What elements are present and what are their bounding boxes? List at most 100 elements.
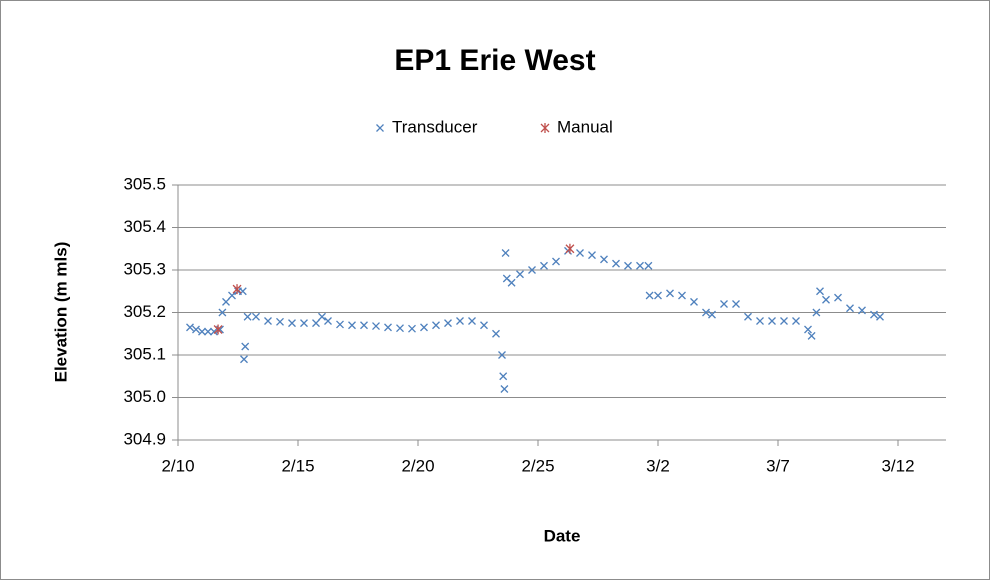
data-point: [654, 291, 662, 300]
data-point: [324, 317, 332, 325]
data-point: [702, 308, 710, 317]
data-point: [678, 291, 686, 300]
data-point: [792, 317, 800, 325]
data-point: [834, 293, 842, 302]
data-point: [540, 261, 548, 270]
data-point: [408, 324, 416, 333]
data-point: [624, 261, 632, 270]
x-tick-label: 3/12: [881, 456, 914, 475]
x-tick-label: 3/7: [766, 456, 790, 475]
data-point: [210, 327, 218, 336]
data-point: [420, 323, 428, 332]
data-point: [768, 317, 776, 325]
y-tick-label: 305.3: [123, 259, 166, 278]
y-tick-label: 304.9: [123, 429, 166, 448]
legend-marker: [540, 123, 550, 133]
data-point: [243, 312, 252, 321]
data-point: [204, 327, 212, 336]
data-point: [600, 255, 608, 264]
data-point: [264, 317, 272, 325]
data-point: [186, 323, 194, 332]
data-point: [213, 324, 223, 335]
x-tick-label: 3/2: [646, 456, 670, 475]
data-point: [232, 284, 242, 295]
x-axis-label: Date: [544, 526, 581, 545]
data-point: [241, 342, 250, 351]
data-point: [876, 312, 884, 321]
y-tick-label: 305.4: [123, 217, 166, 236]
data-point: [372, 322, 380, 331]
data-point: [588, 251, 596, 260]
x-tick-label: 2/15: [281, 456, 314, 475]
data-point: [816, 287, 824, 296]
chart-title: EP1 Erie West: [394, 44, 595, 77]
y-axis-label: Elevation (m mls): [51, 242, 70, 383]
data-point: [192, 325, 200, 334]
data-point: [720, 300, 728, 308]
data-point: [846, 304, 854, 313]
data-point: [690, 297, 698, 306]
data-point: [870, 310, 878, 319]
data-point: [858, 306, 866, 315]
data-point: [636, 261, 644, 270]
x-tick-label: 2/10: [161, 456, 194, 475]
data-point: [807, 331, 816, 340]
data-point: [744, 312, 752, 321]
data-point: [708, 310, 716, 319]
data-point: [218, 308, 227, 317]
legend-label: Transducer: [392, 117, 478, 136]
data-point: [492, 329, 500, 338]
x-tick-label: 2/25: [521, 456, 554, 475]
data-point: [552, 257, 560, 266]
data-point: [276, 317, 284, 326]
data-point: [432, 321, 440, 330]
data-point: [360, 321, 368, 330]
data-point: [644, 261, 653, 270]
data-point: [456, 317, 464, 325]
data-point: [756, 317, 764, 325]
data-point: [499, 372, 508, 381]
data-point: [336, 320, 344, 329]
data-point: [288, 319, 296, 328]
data-point: [240, 355, 248, 364]
y-tick-label: 305.1: [123, 344, 166, 363]
data-point: [576, 249, 584, 257]
data-point: [498, 351, 506, 359]
data-point: [822, 295, 830, 304]
data-point: [222, 297, 230, 306]
data-point: [666, 289, 674, 298]
data-point: [565, 243, 575, 254]
data-point: [500, 385, 509, 393]
x-tick-label: 2/20: [401, 456, 434, 475]
data-point: [812, 308, 821, 317]
data-point: [252, 312, 260, 321]
data-point: [198, 327, 206, 336]
data-point: [612, 259, 620, 268]
data-point: [480, 321, 488, 330]
data-point: [516, 270, 524, 279]
legend-marker: [376, 124, 384, 132]
data-point: [468, 317, 476, 325]
data-point: [348, 321, 356, 330]
data-point: [444, 319, 452, 328]
data-point: [300, 319, 308, 328]
data-point: [804, 325, 812, 334]
y-tick-label: 305.0: [123, 387, 166, 406]
data-point: [238, 287, 247, 296]
data-point: [732, 300, 740, 308]
data-point: [645, 291, 654, 300]
data-point: [312, 319, 320, 328]
y-tick-label: 305.2: [123, 302, 166, 321]
data-point: [396, 324, 404, 333]
data-point: [228, 291, 236, 300]
data-point: [384, 323, 392, 332]
y-tick-label: 305.5: [123, 174, 166, 193]
data-point: [501, 249, 510, 257]
data-point: [780, 317, 788, 325]
legend-label: Manual: [557, 117, 613, 136]
data-point: [528, 266, 536, 274]
data-point: [507, 278, 516, 287]
